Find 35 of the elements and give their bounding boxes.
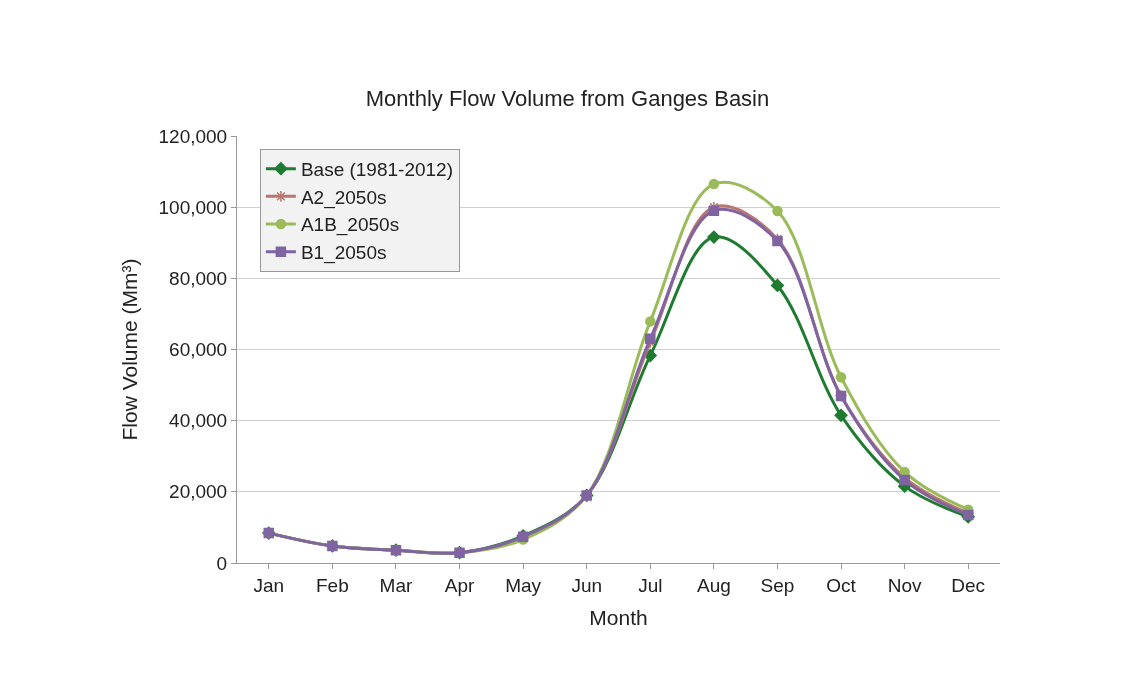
point [707, 230, 721, 244]
chart-title: Monthly Flow Volume from Ganges Basin [365, 85, 770, 111]
legend-label: A1B_2050s [300, 214, 400, 237]
y-tick-label: 0 [216, 552, 228, 574]
point [835, 372, 847, 383]
point [772, 205, 783, 217]
x-tick-label: Mar [379, 574, 413, 596]
x-tick-label: Dec [951, 574, 986, 596]
y-axis-title: Flow Volume (Mm³) [117, 258, 141, 441]
legend-label: B1_2050s [300, 242, 387, 265]
x-tick-label: Sep [760, 574, 795, 596]
x-tick-label: Jan [253, 574, 285, 596]
x-tick-label: Apr [444, 574, 475, 596]
y-tick-label: 40,000 [169, 410, 228, 432]
x-tick-label: Feb [316, 574, 349, 596]
y-tick-label: 20,000 [169, 481, 228, 503]
y-tick-label: 100,000 [158, 196, 228, 218]
legend-label: Base (1981-2012) [300, 159, 453, 181]
point [834, 408, 848, 422]
x-tick-label: Jun [571, 574, 603, 596]
point [645, 316, 656, 327]
x-tick-label: May [505, 574, 542, 596]
x-tick-label: Oct [826, 574, 857, 596]
point [770, 278, 785, 293]
legend-label: A2_2050s [300, 186, 387, 209]
x-axis-title: Month [589, 606, 648, 629]
x-tick-label: Nov [887, 574, 923, 596]
y-tick-label: 80,000 [169, 267, 228, 289]
point [645, 333, 656, 345]
y-tick-label: 120,000 [158, 125, 228, 147]
point [708, 178, 720, 190]
y-tick-label: 60,000 [169, 339, 228, 361]
point [708, 205, 720, 216]
x-tick-label: Aug [696, 574, 731, 596]
x-tick-label: Jul [638, 574, 663, 596]
